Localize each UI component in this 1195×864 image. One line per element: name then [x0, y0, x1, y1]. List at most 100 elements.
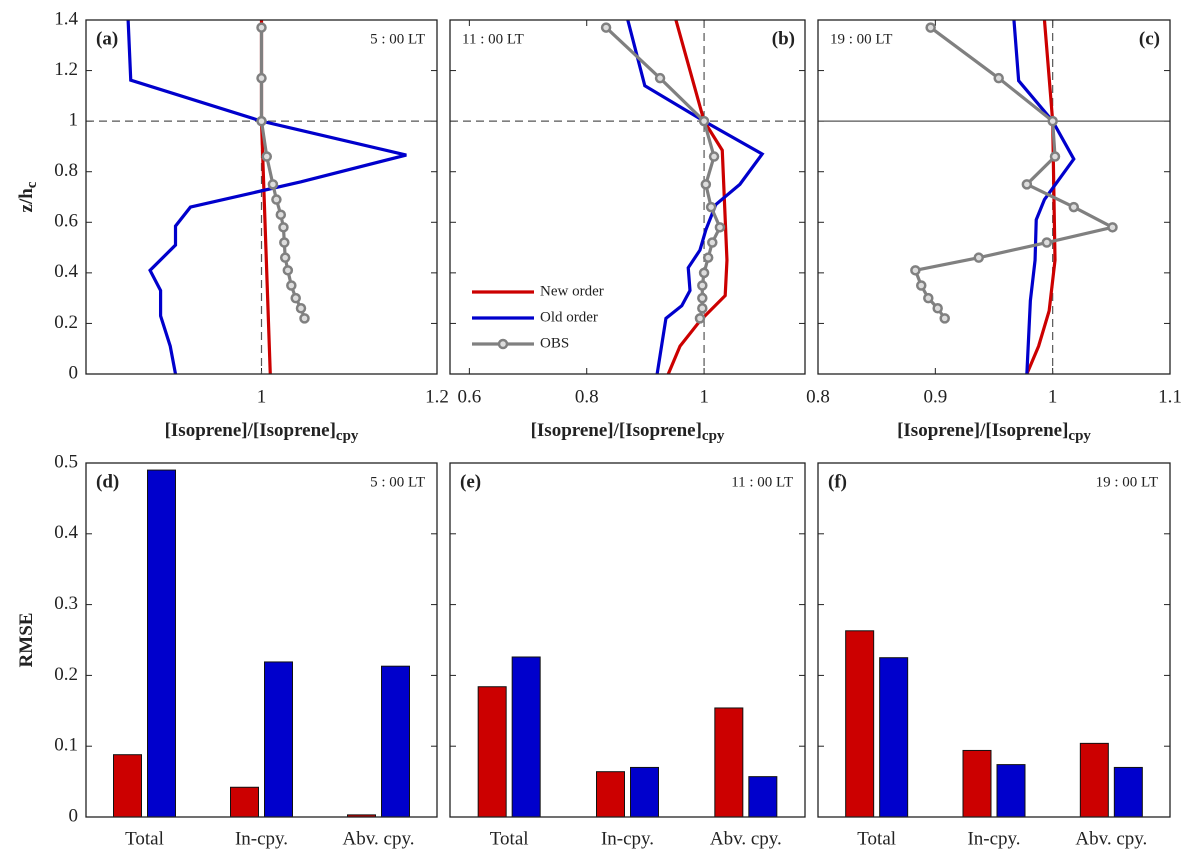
y-axis-label: RMSE	[16, 613, 37, 668]
marker	[278, 222, 289, 233]
x-tick-label: Abv. cpy.	[1075, 828, 1147, 849]
panel-label: (c)	[1139, 28, 1160, 49]
line	[1012, 20, 1076, 374]
line	[913, 26, 1118, 320]
lines	[126, 20, 407, 374]
bar	[596, 771, 625, 818]
marker	[286, 280, 297, 291]
legend-marker	[497, 338, 509, 350]
x-tick-label: Total	[857, 828, 896, 849]
marker	[916, 280, 927, 291]
marker	[705, 201, 717, 213]
bar	[630, 766, 659, 818]
marker	[654, 72, 666, 84]
marker	[973, 252, 984, 263]
bar	[230, 786, 259, 818]
marker	[932, 303, 943, 314]
label-part: [Isoprene]/[Isoprene]	[165, 420, 336, 441]
marker	[256, 72, 267, 84]
marker	[694, 313, 706, 324]
y-tick-label: 0.2	[54, 664, 78, 685]
panel-label: (b)	[772, 28, 795, 49]
bar	[845, 630, 875, 818]
bar	[1113, 766, 1143, 818]
marker	[1021, 179, 1033, 190]
plot-frame	[449, 462, 806, 818]
bar	[511, 656, 541, 818]
legend-label: OBS	[540, 335, 569, 351]
marker	[714, 222, 726, 233]
marker	[697, 280, 708, 291]
x-tick-label: 0.9	[923, 386, 947, 407]
bar	[264, 661, 293, 818]
bar	[381, 665, 410, 818]
bar	[477, 686, 507, 818]
time-label: 19 : 00 LT	[1096, 474, 1158, 490]
x-tick-label: 0.8	[806, 386, 830, 407]
marker	[700, 179, 712, 190]
plot-frame	[85, 19, 438, 375]
y-tick-label: 0	[69, 805, 79, 826]
label-part: [Isoprene]/[Isoprene]	[531, 420, 702, 441]
marker	[271, 194, 282, 205]
label-part: c	[24, 181, 40, 188]
lines	[600, 20, 765, 374]
marker	[698, 115, 710, 127]
panel-label: (e)	[460, 471, 481, 492]
marker	[279, 252, 291, 263]
x-tick-label: 0.8	[575, 386, 599, 407]
marker	[1041, 237, 1053, 248]
marker	[697, 292, 708, 304]
x-tick-label: Abv. cpy.	[343, 828, 415, 849]
plot-frame	[817, 462, 1171, 818]
marker	[1049, 151, 1061, 162]
marker	[267, 179, 279, 190]
y-tick-label: 1	[69, 110, 79, 131]
y-tick-label: 0.2	[54, 312, 78, 333]
x-tick-label: 1	[699, 386, 709, 407]
marker	[275, 209, 287, 220]
line	[1025, 20, 1057, 374]
time-label: 19 : 00 LT	[830, 31, 892, 47]
marker	[256, 22, 267, 33]
label-part: z/h	[16, 188, 37, 213]
panel: 0.8 0.9 1 1.1 [Isoprene]/[Isoprene]cpy (c) 19 …	[806, 19, 1182, 444]
panel: 0 0.1 0.2 0.3 0.4 0.5 RMSE Total In-cpy. Abv. cpy…	[16, 451, 438, 849]
marker	[1068, 201, 1080, 213]
bar	[996, 764, 1026, 818]
marker	[925, 22, 936, 33]
marker	[261, 151, 273, 162]
panel-label: (a)	[96, 28, 118, 49]
y-tick-label: 0.4	[54, 522, 78, 543]
x-tick-label: In-cpy.	[235, 828, 288, 849]
bar	[748, 776, 778, 818]
panel-label: (f)	[828, 471, 847, 492]
x-tick-label: 1.2	[425, 386, 449, 407]
legend-label: New order	[540, 283, 604, 299]
x-axis-label: [Isoprene]/[Isoprene]cpy	[897, 420, 1091, 444]
x-tick-label: Total	[125, 828, 164, 849]
y-tick-label: 1.4	[54, 8, 78, 29]
panel: 0.6 0.8 1 [Isoprene]/[Isoprene]cpy New order…	[449, 19, 806, 444]
bar	[879, 657, 909, 818]
marker	[290, 292, 301, 304]
marker	[299, 313, 310, 324]
y-tick-label: 0	[69, 362, 79, 383]
x-tick-label: In-cpy.	[967, 828, 1020, 849]
label-part: cpy	[702, 428, 725, 444]
plot-frame	[85, 462, 438, 818]
bar	[147, 469, 176, 818]
marker	[910, 265, 921, 276]
label-part: [Isoprene]/[Isoprene]	[897, 420, 1068, 441]
panel-label: (d)	[96, 471, 119, 492]
marker	[1047, 115, 1058, 127]
label-part: RMSE	[16, 613, 37, 668]
marker	[295, 303, 307, 314]
y-tick-label: 0.3	[54, 593, 78, 614]
x-axis-label: [Isoprene]/[Isoprene]cpy	[165, 420, 359, 444]
legend-label: Old order	[540, 309, 598, 325]
x-tick-label: 1	[257, 386, 267, 407]
marker	[923, 292, 934, 304]
x-tick-label: 1	[1048, 386, 1058, 407]
